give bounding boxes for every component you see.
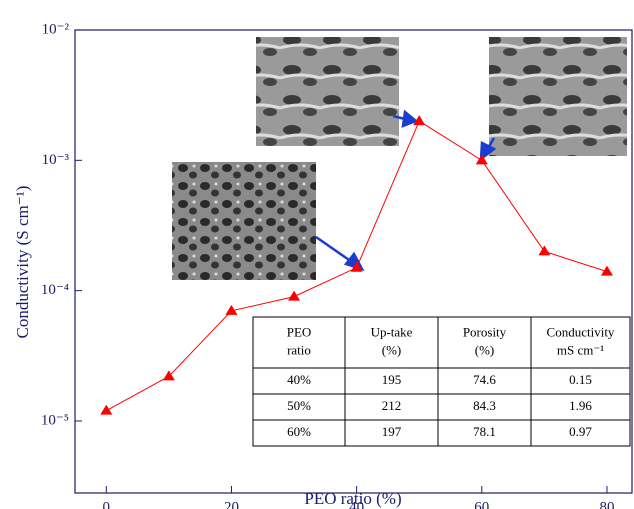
table-cell: 0.15 [569, 372, 592, 387]
table-cell: 74.6 [473, 372, 496, 387]
sem-image [489, 37, 627, 156]
table-cell: 40% [287, 372, 311, 387]
x-tick-label: 0 [103, 499, 111, 509]
marker [288, 291, 300, 301]
table-cell: 197 [382, 424, 402, 439]
y-tick-label: 10⁻³ [42, 152, 70, 168]
table-cell: 50% [287, 398, 311, 413]
chart: PEO ratio (%) Conductivity (S cm⁻¹) PEOr… [0, 0, 634, 509]
sem-image [172, 162, 316, 280]
table-cell: 212 [382, 398, 402, 413]
table-cell: 0.97 [569, 424, 592, 439]
y-tick-label: 10⁻⁴ [41, 282, 69, 298]
sem-image [256, 37, 399, 146]
x-tick-label: 80 [599, 499, 614, 509]
marker [538, 245, 550, 255]
table-cell: 84.3 [473, 398, 496, 413]
y-axis-label: Conductivity (S cm⁻¹) [13, 186, 32, 339]
table-cell: 60% [287, 424, 311, 439]
table-cell: 78.1 [473, 424, 496, 439]
y-tick-label: 10⁻² [42, 21, 70, 37]
table-cell: 1.96 [569, 398, 592, 413]
x-tick-label: 60 [474, 499, 489, 509]
y-tick-label: 10⁻⁵ [41, 412, 69, 428]
x-tick-label: 20 [224, 499, 239, 509]
x-tick-label: 40 [349, 499, 364, 509]
table-cell: 195 [382, 372, 402, 387]
marker [100, 405, 112, 415]
